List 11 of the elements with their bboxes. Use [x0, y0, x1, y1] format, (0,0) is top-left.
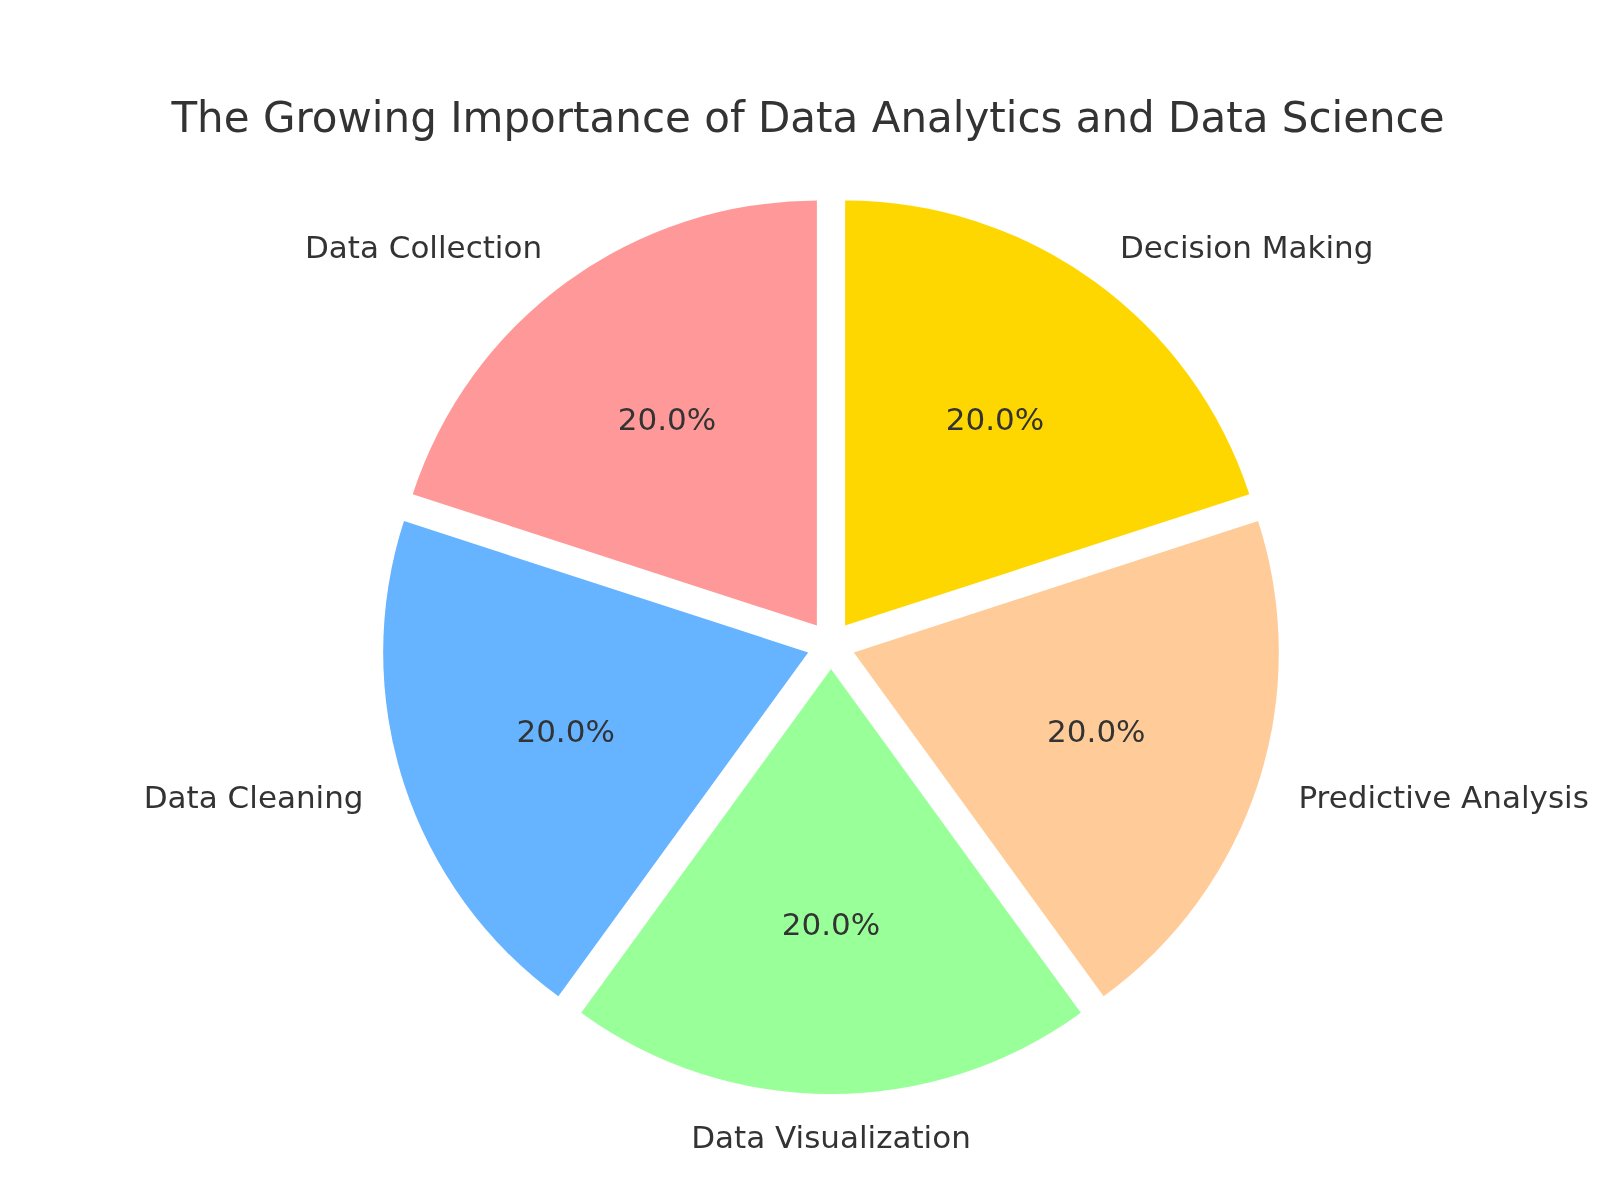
- data-label: 20.0%: [781, 906, 881, 942]
- data-label: 20.0%: [516, 713, 615, 750]
- data-label: 20.0%: [1047, 713, 1146, 750]
- slice-label: Predictive Analysis: [1298, 778, 1589, 815]
- slice-label: Data Collection: [304, 229, 543, 266]
- chart-title: The Growing Importance of Data Analytics and Data Science: [170, 93, 1446, 142]
- slice-label: Data Cleaning: [143, 778, 364, 815]
- data-label: 20.0%: [945, 401, 1045, 438]
- slice-label: Data Visualization: [691, 1118, 971, 1155]
- data-label: 20.0%: [617, 401, 717, 438]
- slice-label: Decision Making: [1119, 229, 1374, 266]
